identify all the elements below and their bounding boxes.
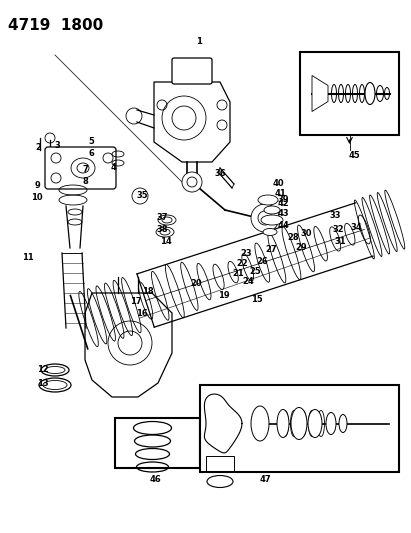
Text: 13: 13	[37, 379, 49, 389]
Circle shape	[251, 204, 279, 232]
Text: 47: 47	[259, 475, 271, 484]
Text: 44: 44	[277, 221, 289, 230]
Ellipse shape	[261, 215, 283, 225]
Text: 4: 4	[110, 164, 116, 173]
Text: 37: 37	[156, 214, 168, 222]
Ellipse shape	[251, 406, 269, 441]
Text: 3: 3	[54, 141, 60, 149]
Text: 32: 32	[332, 224, 344, 233]
Text: 42: 42	[277, 198, 289, 207]
Ellipse shape	[308, 409, 322, 438]
Text: 17: 17	[130, 297, 142, 306]
Text: 38: 38	[156, 225, 168, 235]
Text: 14: 14	[160, 237, 172, 246]
Text: 9: 9	[34, 182, 40, 190]
Circle shape	[182, 172, 202, 192]
Ellipse shape	[158, 215, 176, 225]
Text: 25: 25	[249, 268, 261, 277]
Text: 36: 36	[214, 169, 226, 179]
Text: 28: 28	[287, 232, 299, 241]
Ellipse shape	[277, 409, 289, 438]
Text: 10: 10	[31, 192, 43, 201]
Ellipse shape	[326, 413, 336, 434]
Text: 22: 22	[236, 259, 248, 268]
Text: 41: 41	[274, 189, 286, 198]
Text: 29: 29	[295, 243, 307, 252]
Ellipse shape	[264, 206, 280, 214]
Polygon shape	[312, 76, 328, 111]
Text: 12: 12	[37, 366, 49, 375]
Text: 30: 30	[300, 230, 312, 238]
Text: 11: 11	[22, 254, 34, 262]
Ellipse shape	[291, 408, 307, 440]
Text: 6: 6	[88, 149, 94, 157]
Text: 2: 2	[35, 143, 41, 152]
Bar	[115, 418, 200, 468]
Text: 23: 23	[240, 248, 252, 257]
Text: 18: 18	[142, 287, 154, 296]
Ellipse shape	[156, 227, 174, 237]
Ellipse shape	[339, 415, 347, 432]
Text: 7: 7	[82, 166, 88, 174]
Text: 5: 5	[88, 138, 94, 147]
Text: 20: 20	[190, 279, 202, 287]
FancyBboxPatch shape	[45, 147, 116, 189]
Bar	[300, 52, 399, 135]
Text: 33: 33	[329, 212, 341, 221]
Text: 34: 34	[350, 223, 362, 232]
Text: 4719  1800: 4719 1800	[8, 18, 103, 33]
Text: 21: 21	[232, 269, 244, 278]
Text: 27: 27	[265, 246, 277, 254]
Text: 35: 35	[136, 191, 148, 200]
Ellipse shape	[258, 195, 278, 205]
Text: 45: 45	[348, 150, 360, 159]
Text: 26: 26	[256, 256, 268, 265]
Text: 24: 24	[242, 278, 254, 287]
Ellipse shape	[263, 229, 277, 236]
Text: 1: 1	[196, 37, 202, 46]
Bar	[200, 385, 399, 472]
Text: 15: 15	[251, 295, 263, 304]
Ellipse shape	[365, 83, 375, 104]
FancyBboxPatch shape	[172, 58, 212, 84]
Text: 39: 39	[277, 195, 289, 204]
Text: 31: 31	[334, 237, 346, 246]
Text: 16: 16	[136, 309, 148, 318]
Text: 40: 40	[272, 179, 284, 188]
Text: 19: 19	[218, 290, 230, 300]
Text: 8: 8	[82, 176, 88, 185]
Bar	[206, 456, 234, 472]
Text: 43: 43	[277, 209, 289, 219]
Text: 46: 46	[149, 475, 161, 484]
